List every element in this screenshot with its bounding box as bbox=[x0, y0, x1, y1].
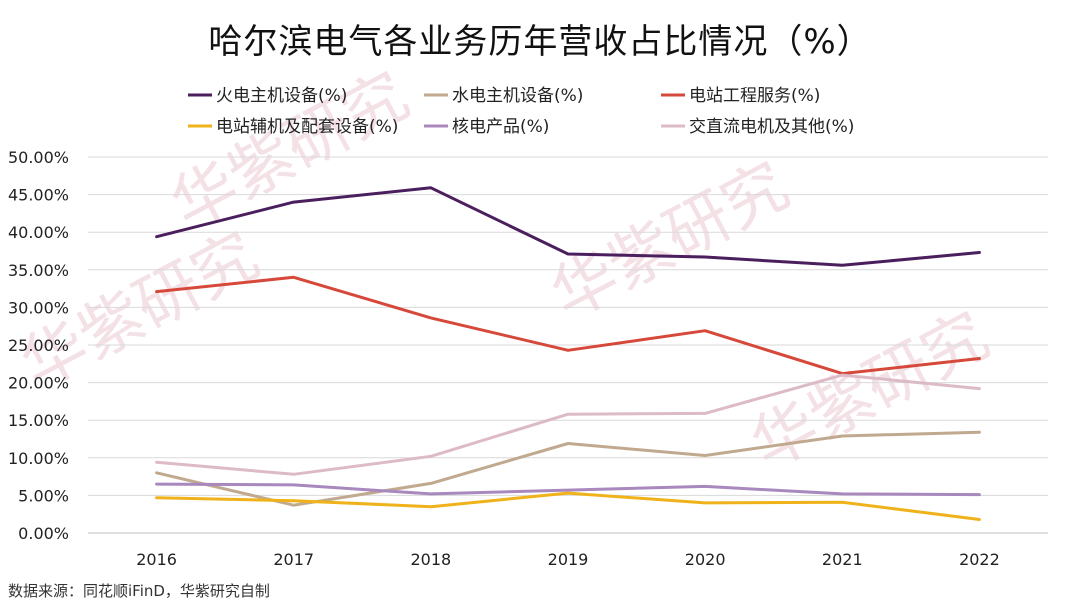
y-tick-label: 5.00% bbox=[18, 486, 69, 505]
watermark-text: 华紫研究 bbox=[540, 149, 801, 335]
y-tick-label: 10.00% bbox=[8, 449, 69, 468]
y-tick-label: 50.00% bbox=[8, 148, 69, 167]
y-axis-ticks: 0.00% 5.00% 10.00% 15.00% 20.00% 25.00% 30.00%… bbox=[8, 148, 69, 543]
x-tick-label: 2016 bbox=[136, 550, 177, 569]
y-tick-label: 20.00% bbox=[8, 374, 69, 393]
y-tick-label: 0.00% bbox=[18, 524, 69, 543]
legend-label: 交直流电机及其他(%) bbox=[689, 117, 854, 137]
y-tick-label: 40.00% bbox=[8, 223, 69, 242]
x-tick-label: 2019 bbox=[548, 550, 589, 569]
y-tick-label: 15.00% bbox=[8, 411, 69, 430]
x-tick-label: 2020 bbox=[685, 550, 726, 569]
series-line-2 bbox=[155, 275, 981, 376]
x-tick-label: 2022 bbox=[959, 550, 1000, 569]
y-tick-label: 25.00% bbox=[8, 336, 69, 355]
legend: 火电主机设备(%) 水电主机设备(%) 电站工程服务(%) 电站辅机及配套设备(%) 核… bbox=[188, 86, 854, 137]
series-lines bbox=[155, 186, 981, 521]
y-tick-label: 45.00% bbox=[8, 186, 69, 205]
legend-label: 电站辅机及配套设备(%) bbox=[216, 117, 398, 137]
legend-label: 电站工程服务(%) bbox=[689, 86, 820, 106]
x-tick-label: 2017 bbox=[273, 550, 314, 569]
y-tick-label: 35.00% bbox=[8, 261, 69, 280]
series-line-4 bbox=[155, 482, 981, 497]
legend-label: 核电产品(%) bbox=[452, 117, 549, 137]
y-tick-label: 30.00% bbox=[8, 298, 69, 317]
chart-title: 哈尔滨电气各业务历年营收占比情况（%） bbox=[208, 22, 872, 62]
x-axis-ticks: 2016 2017 2018 2019 2020 2021 2022 bbox=[136, 550, 1000, 569]
series-line-5 bbox=[155, 373, 981, 476]
gridlines bbox=[88, 156, 1048, 534]
source-note: 数据来源：同花顺iFinD，华紫研究自制 bbox=[8, 582, 270, 600]
series-line-3 bbox=[155, 491, 981, 521]
x-tick-label: 2021 bbox=[822, 550, 863, 569]
legend-label: 水电主机设备(%) bbox=[452, 86, 583, 106]
x-tick-label: 2018 bbox=[410, 550, 451, 569]
legend-label: 火电主机设备(%) bbox=[216, 86, 347, 106]
series-line-1 bbox=[155, 430, 981, 507]
series-line-0 bbox=[155, 186, 981, 267]
